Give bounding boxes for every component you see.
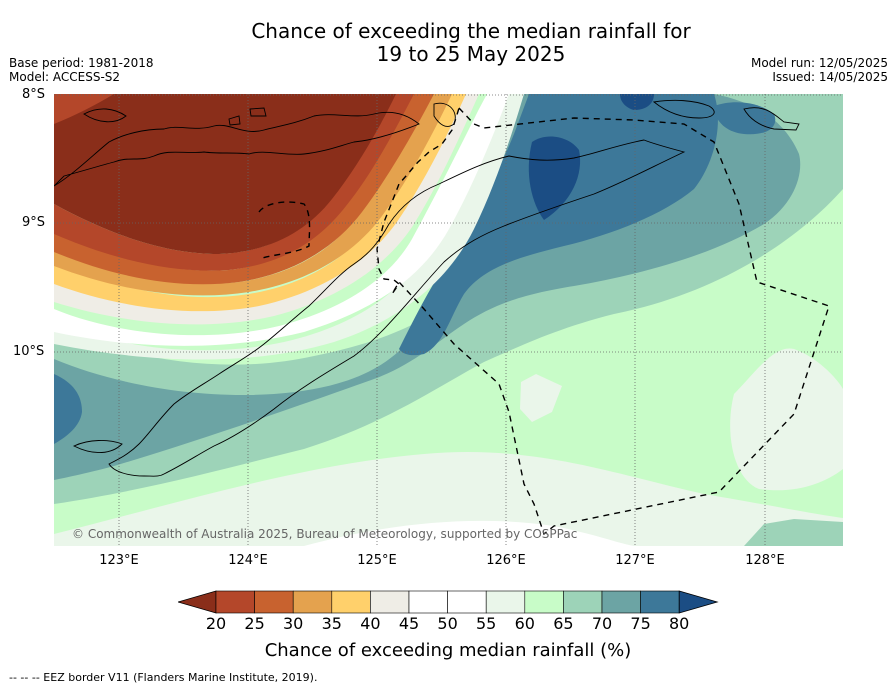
zone-20-25 xyxy=(54,94,414,271)
small-island-2 xyxy=(249,107,267,117)
lon-label-127e: 127°E xyxy=(615,553,655,568)
colorbar-tick-label: 20 xyxy=(205,614,227,633)
colorbar-segment xyxy=(254,590,294,614)
rote-island xyxy=(72,440,123,453)
graticule xyxy=(54,94,843,546)
zone-75-80-west xyxy=(54,374,82,444)
lon-label-126e: 126°E xyxy=(486,553,526,568)
colorbar-tick-label: 45 xyxy=(398,614,420,633)
colorbar-tick-label: 55 xyxy=(476,614,497,633)
model-run-label: Model run: 12/05/2025 xyxy=(750,56,888,70)
colorbar-tick-label: 70 xyxy=(591,614,613,633)
colorbar-segment xyxy=(408,590,448,614)
colorbar-tick-label: 40 xyxy=(360,614,381,633)
lon-label-123e: 123°E xyxy=(99,553,139,568)
colorbar-tick-label: 65 xyxy=(553,614,574,633)
model-label: Model: ACCESS-S2 xyxy=(9,70,121,84)
colorbar-tick-label: 75 xyxy=(630,614,651,633)
lat-label-10s: 10°S xyxy=(13,344,45,359)
small-island-1 xyxy=(228,115,241,126)
colorbar-tick-label: 25 xyxy=(244,614,265,633)
colorbar xyxy=(178,590,719,614)
lon-label-125e: 125°E xyxy=(357,553,397,568)
zone-55-60-east xyxy=(730,348,843,491)
zone-under-20 xyxy=(54,94,396,254)
copyright-notice: © Commonwealth of Australia 2025, Bureau… xyxy=(72,527,578,541)
flores-coast xyxy=(54,111,420,187)
rainfall-map xyxy=(54,94,843,546)
zone-over-80 xyxy=(528,136,581,220)
lat-label-9s: 9°S xyxy=(22,215,46,230)
eez-footnote: -- -- -- EEZ border V11 (Flanders Marine… xyxy=(9,671,318,684)
colorbar-tick-label: 50 xyxy=(437,614,458,633)
wetar-island xyxy=(652,99,715,119)
east-islands xyxy=(743,107,800,131)
colorbar-segment xyxy=(601,590,641,614)
colorbar-segment xyxy=(524,590,564,614)
lon-label-128e: 128°E xyxy=(745,553,785,568)
zone-65-70-se xyxy=(744,519,843,546)
zone-55-60-nw xyxy=(54,94,524,360)
lat-label-8s: 8°S xyxy=(22,87,46,102)
flores-west-island xyxy=(83,108,127,123)
colorbar-segment xyxy=(640,590,680,614)
zone-55-60-spot xyxy=(520,374,562,422)
colorbar-segment xyxy=(563,590,603,614)
lon-label-124e: 124°E xyxy=(228,553,268,568)
zone-55-60-south xyxy=(54,452,843,546)
colorbar-segment xyxy=(331,590,371,614)
colorbar-tick-label: 80 xyxy=(669,614,690,633)
colorbar-segment xyxy=(485,590,526,614)
colorbar-extend-low xyxy=(178,590,217,614)
zone-75-80 xyxy=(399,94,718,356)
eez-border-west xyxy=(258,201,311,260)
issued-label: Issued: 14/05/2025 xyxy=(772,70,888,84)
zone-75-80-ne xyxy=(714,102,776,135)
zone-30-35 xyxy=(54,94,452,296)
map-title-line2: 19 to 25 May 2025 xyxy=(376,42,566,66)
base-period-label: Base period: 1981-2018 xyxy=(9,56,154,70)
zone-20-25-nw xyxy=(54,94,114,124)
colorbar-extend-high xyxy=(678,590,719,614)
zone-25-30 xyxy=(54,94,434,285)
colorbar-tick-label: 30 xyxy=(283,614,304,633)
zone-45-55 xyxy=(54,94,509,346)
timor-coast xyxy=(108,139,686,477)
map-title-line1: Chance of exceeding the median rainfall … xyxy=(251,19,691,43)
colorbar-segment xyxy=(370,590,410,614)
eez-border xyxy=(376,106,830,536)
colorbar-tick-label: 60 xyxy=(514,614,535,633)
zone-40-45 xyxy=(54,94,479,325)
colorbar-segment xyxy=(447,590,487,614)
zone-over-80-north xyxy=(620,94,654,110)
colorbar-segment xyxy=(215,590,255,614)
colorbar-tick-label: 35 xyxy=(321,614,342,633)
colorbar-title: Chance of exceeding median rainfall (%) xyxy=(264,640,632,661)
colorbar-segment xyxy=(292,590,333,614)
